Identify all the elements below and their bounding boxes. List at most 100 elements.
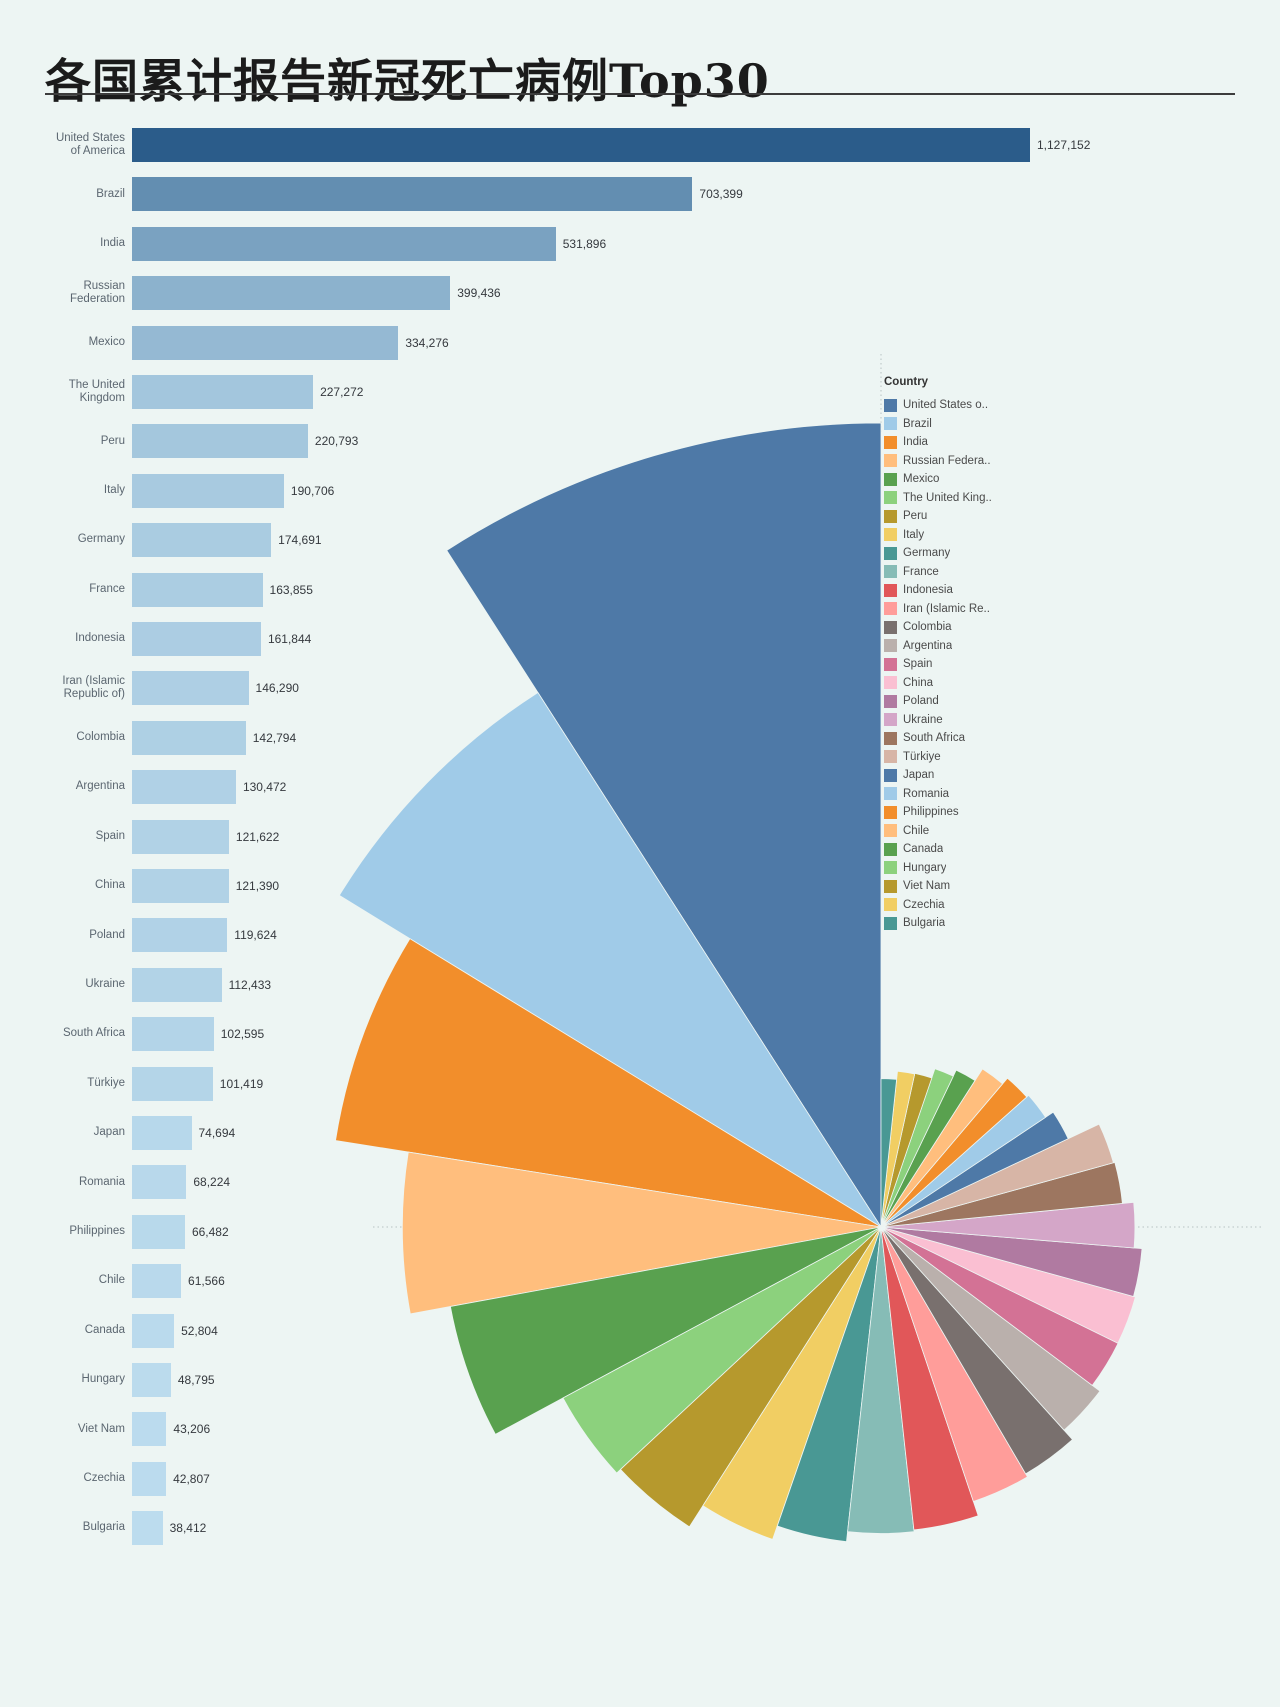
- rose-wedge[interactable]: [338, 691, 882, 1228]
- legend-item[interactable]: Spain: [884, 655, 1024, 674]
- legend-item[interactable]: Colombia: [884, 618, 1024, 637]
- legend-swatch: [884, 898, 897, 912]
- legend-item[interactable]: Italy: [884, 526, 1024, 545]
- rose-wedge[interactable]: [880, 1078, 898, 1228]
- rose-wedge[interactable]: [880, 1077, 1028, 1228]
- bar[interactable]: [132, 770, 236, 805]
- legend-item[interactable]: Viet Nam: [884, 877, 1024, 896]
- bar[interactable]: [132, 1511, 163, 1546]
- rose-wedge[interactable]: [880, 1226, 1101, 1431]
- legend-item[interactable]: Iran (Islamic Re..: [884, 600, 1024, 619]
- legend-item[interactable]: The United King..: [884, 489, 1024, 508]
- rose-wedge[interactable]: [702, 1226, 882, 1540]
- legend-label: France: [903, 565, 939, 578]
- rose-wedge[interactable]: [880, 1123, 1114, 1228]
- legend-item[interactable]: India: [884, 433, 1024, 452]
- bar[interactable]: [132, 226, 556, 261]
- bar[interactable]: [132, 918, 228, 953]
- bar[interactable]: [132, 276, 451, 311]
- rose-wedge[interactable]: [880, 1226, 979, 1531]
- legend-item[interactable]: Philippines: [884, 803, 1024, 822]
- bar[interactable]: [132, 819, 229, 854]
- bar[interactable]: [132, 967, 222, 1002]
- rose-wedge[interactable]: [880, 1068, 1004, 1228]
- rose-wedge[interactable]: [619, 1226, 882, 1528]
- legend-item[interactable]: Czechia: [884, 896, 1024, 915]
- bar[interactable]: [132, 869, 229, 903]
- rose-legend: Country United States o.. Brazil India Russ…: [884, 376, 1024, 933]
- legend-label: Brazil: [903, 417, 932, 430]
- bar[interactable]: [132, 1264, 182, 1299]
- legend-label: Colombia: [903, 621, 952, 634]
- legend-label: Romania: [903, 787, 950, 800]
- bar[interactable]: [132, 375, 314, 409]
- rose-wedge[interactable]: [401, 1151, 882, 1315]
- legend-label: Japan: [903, 769, 935, 782]
- rose-wedge[interactable]: [880, 1226, 1029, 1503]
- bar[interactable]: [132, 473, 284, 508]
- bar[interactable]: [132, 720, 246, 755]
- bar[interactable]: [132, 128, 1030, 162]
- legend-item[interactable]: Poland: [884, 692, 1024, 711]
- legend-label: Spain: [903, 658, 933, 671]
- rose-wedge[interactable]: [880, 1068, 954, 1228]
- bar[interactable]: [132, 1313, 175, 1348]
- legend-item[interactable]: Germany: [884, 544, 1024, 563]
- rose-wedge[interactable]: [449, 1226, 882, 1435]
- legend-item[interactable]: United States o..: [884, 396, 1024, 415]
- rose-wedge[interactable]: [446, 422, 882, 1229]
- bar[interactable]: [132, 622, 261, 656]
- rose-wedge[interactable]: [880, 1111, 1069, 1228]
- legend-label: Chile: [903, 824, 930, 837]
- bar[interactable]: [132, 1066, 213, 1101]
- legend-item[interactable]: Canada: [884, 840, 1024, 859]
- bar[interactable]: [132, 1116, 192, 1150]
- legend-label: Poland: [903, 695, 939, 708]
- legend-item[interactable]: Hungary: [884, 859, 1024, 878]
- rose-wedge[interactable]: [847, 1226, 915, 1534]
- bar[interactable]: [132, 671, 249, 706]
- legend-item[interactable]: Argentina: [884, 637, 1024, 656]
- legend-item[interactable]: Peru: [884, 507, 1024, 526]
- rose-wedge[interactable]: [880, 1226, 1143, 1297]
- bar[interactable]: [132, 1363, 171, 1397]
- legend-item[interactable]: Chile: [884, 822, 1024, 841]
- legend-item[interactable]: Russian Federa..: [884, 452, 1024, 471]
- bar[interactable]: [132, 523, 272, 558]
- legend-label: Türkiye: [903, 750, 941, 763]
- bar[interactable]: [132, 424, 308, 459]
- legend-swatch: [884, 842, 897, 856]
- legend-item[interactable]: France: [884, 563, 1024, 582]
- bar[interactable]: [132, 572, 263, 607]
- bar[interactable]: [132, 1214, 185, 1249]
- rose-wedge[interactable]: [880, 1094, 1047, 1228]
- legend-item[interactable]: Mexico: [884, 470, 1024, 489]
- bar[interactable]: [132, 1165, 187, 1200]
- legend-label: China: [903, 676, 934, 689]
- legend-label: United States o..: [903, 399, 989, 412]
- bar[interactable]: [132, 325, 399, 360]
- legend-item[interactable]: Bulgaria: [884, 914, 1024, 933]
- legend-item[interactable]: Brazil: [884, 415, 1024, 434]
- legend-item[interactable]: South Africa: [884, 729, 1024, 748]
- rose-wedge[interactable]: [335, 938, 882, 1228]
- rose-wedge[interactable]: [880, 1072, 933, 1228]
- legend-item[interactable]: Japan: [884, 766, 1024, 785]
- rose-wedge[interactable]: [880, 1161, 1123, 1228]
- bar[interactable]: [132, 1461, 167, 1496]
- bar[interactable]: [132, 1017, 214, 1052]
- rose-wedge[interactable]: [880, 1201, 1136, 1249]
- bar[interactable]: [132, 177, 693, 212]
- legend-item[interactable]: Ukraine: [884, 711, 1024, 730]
- legend-item[interactable]: Indonesia: [884, 581, 1024, 600]
- rose-wedge[interactable]: [562, 1226, 882, 1474]
- legend-label: Iran (Islamic Re..: [903, 602, 990, 615]
- legend-item[interactable]: China: [884, 674, 1024, 693]
- rose-wedge[interactable]: [880, 1226, 1074, 1475]
- rose-wedge[interactable]: [880, 1069, 976, 1228]
- rose-wedge[interactable]: [880, 1070, 916, 1228]
- legend-item[interactable]: Türkiye: [884, 748, 1024, 767]
- rose-wedge[interactable]: [880, 1226, 1136, 1344]
- bar[interactable]: [132, 1412, 167, 1447]
- legend-item[interactable]: Romania: [884, 785, 1024, 804]
